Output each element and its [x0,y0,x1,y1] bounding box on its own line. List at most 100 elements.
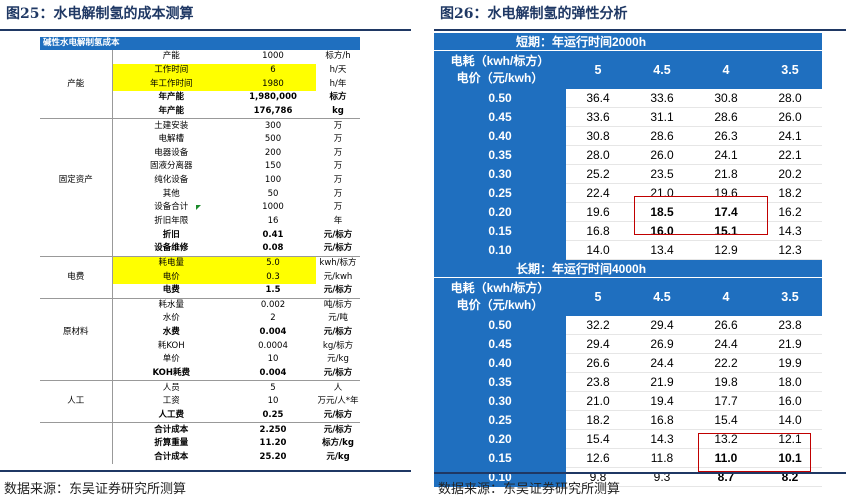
cost-value: 0.0004 [258,340,288,351]
cost-unit: 万 [333,161,343,172]
right-title-rule [434,29,846,31]
cost-row: 人工 工资 10 万元/人*年 [40,395,360,409]
cost-cell: 30.8 [694,89,758,108]
short-term-title: 短期：年运行时间2000h [434,33,822,51]
long-row: 0.20 15.4 14.3 13.2 12.1 [434,429,822,449]
right-bottom-rule [434,472,846,474]
cost-row: 折旧 0.41 元/标方 [40,228,360,242]
long-row: 0.25 18.2 16.8 15.4 14.0 [434,410,822,430]
cost-row: 设备维修 0.08 元/标方 [40,241,360,257]
cost-item: 折算重量 [154,438,189,449]
cost-category [40,50,113,64]
cost-category [40,353,113,367]
cost-cell: 28.6 [630,126,694,146]
cost-row: 产能 年工作时间 1980 h/年 [40,77,360,91]
short-row: 0.20 19.6 18.5 17.4 16.2 [434,202,822,222]
long-term-highlight-box [698,433,811,472]
cost-cell: 18.0 [758,372,822,392]
cost-unit: 万 [333,134,343,145]
cost-value: 11.20 [259,438,287,449]
cost-value: 6 [230,63,316,78]
cost-value: 0.08 [230,241,316,257]
cost-row: 土建安装 300 万 [40,118,360,133]
cost-item: 工资 [162,396,180,407]
cost-category [40,366,113,382]
cost-value: 500 [264,134,282,145]
cost-value: 1000 [262,51,284,62]
left-title-rule [0,29,411,31]
cost-cell: 19.8 [694,372,758,392]
cost-unit: 万 [333,147,343,158]
cost-row: 电费 1.5 元/标方 [40,283,360,299]
cost-cell: 22.2 [694,353,758,373]
cost-value: 50 [267,188,279,199]
cost-unit: 标方 [329,92,347,103]
cost-cell: 11.0 [694,448,758,468]
cost-category [40,104,113,120]
cost-value: 0.004 [259,327,287,338]
cost-unit: 年 [333,216,343,226]
cost-cell: 26.6 [566,353,630,373]
cost-row: 折旧年限 16 年 [40,214,360,229]
price-value: 0.45 [434,107,566,127]
cost-cell: 29.4 [566,334,630,354]
cost-cell: 26.0 [630,145,694,165]
cost-cell: 24.1 [758,126,822,146]
consumption-header: 4.5 [630,277,694,316]
cost-item: 耗KOH [157,340,185,351]
cost-item: 固液分离器 [149,161,193,172]
short-term-highlight-box [634,196,768,235]
cost-cell: 20.2 [758,164,822,184]
cost-row: KOH耗费 0.004 元/标方 [40,366,360,382]
cost-value: 200 [264,147,282,158]
cost-category: 原材料 [40,325,113,340]
cost-cell: 23.8 [758,316,822,335]
cost-value: 100 [264,175,282,186]
cost-row: 原材料 水费 0.004 元/标方 [40,325,360,340]
cost-value: 2.250 [259,424,287,435]
cost-category [40,298,113,313]
cost-row: 人工费 0.25 元/标方 [40,408,360,424]
cost-category: 电费 [40,270,113,284]
cost-unit: 标方/kg [322,438,354,449]
cost-category [40,450,113,465]
cost-cell: 19.4 [630,391,694,411]
cost-unit: 元/kwh [323,271,353,282]
cost-row: 电器设备 200 万 [40,146,360,161]
cost-cell: 33.6 [566,107,630,127]
cost-row: 工作时间 6 h/天 [40,63,360,78]
right-source-note: 数据来源：东吴证券研究所测算 [438,482,621,497]
cost-category [40,187,113,202]
cost-cell: 14.3 [630,429,694,449]
cost-item: 水费 [162,327,180,338]
price-value: 0.15 [434,448,566,468]
cost-cell: 15.4 [566,429,630,449]
left-source-note: 数据来源：东吴证券研究所测算 [4,482,187,497]
consumption-label: 电耗（kwh/标方） [450,281,550,295]
cost-row: 合计成本 25.20 元/kg [40,450,360,465]
cost-item: 耗电量 [112,256,230,271]
cost-cell: 19.9 [758,353,822,373]
cost-cell: 11.8 [630,448,694,468]
cost-unit: 元/标方 [316,366,360,382]
cost-cell: 14.0 [758,410,822,430]
cost-item: 电价 [112,270,230,284]
short-row: 0.50 36.4 33.6 30.8 28.0 [434,89,822,108]
cost-row: 单价 10 元/kg [40,353,360,367]
cost-item: 年产能 [112,104,230,120]
cost-cell: 31.1 [630,107,694,127]
cost-category: 人工 [40,395,113,409]
cost-cell: 28.6 [694,107,758,127]
price-value: 0.20 [434,202,566,222]
cost-cell: 30.8 [566,126,630,146]
cost-cell: 14.3 [758,221,822,241]
cost-cell: 23.8 [566,372,630,392]
cost-row: 年产能 1,980,000 标方 [40,90,360,105]
cost-category [40,146,113,161]
price-value: 0.35 [434,372,566,392]
cost-cell: 17.7 [694,391,758,411]
cost-item: 其他 [162,188,180,199]
cost-row: 合计成本 2.250 元/标方 [40,422,360,437]
long-term-title: 长期：年运行时间4000h [434,259,822,278]
cost-item: 纯化设备 [154,175,189,186]
